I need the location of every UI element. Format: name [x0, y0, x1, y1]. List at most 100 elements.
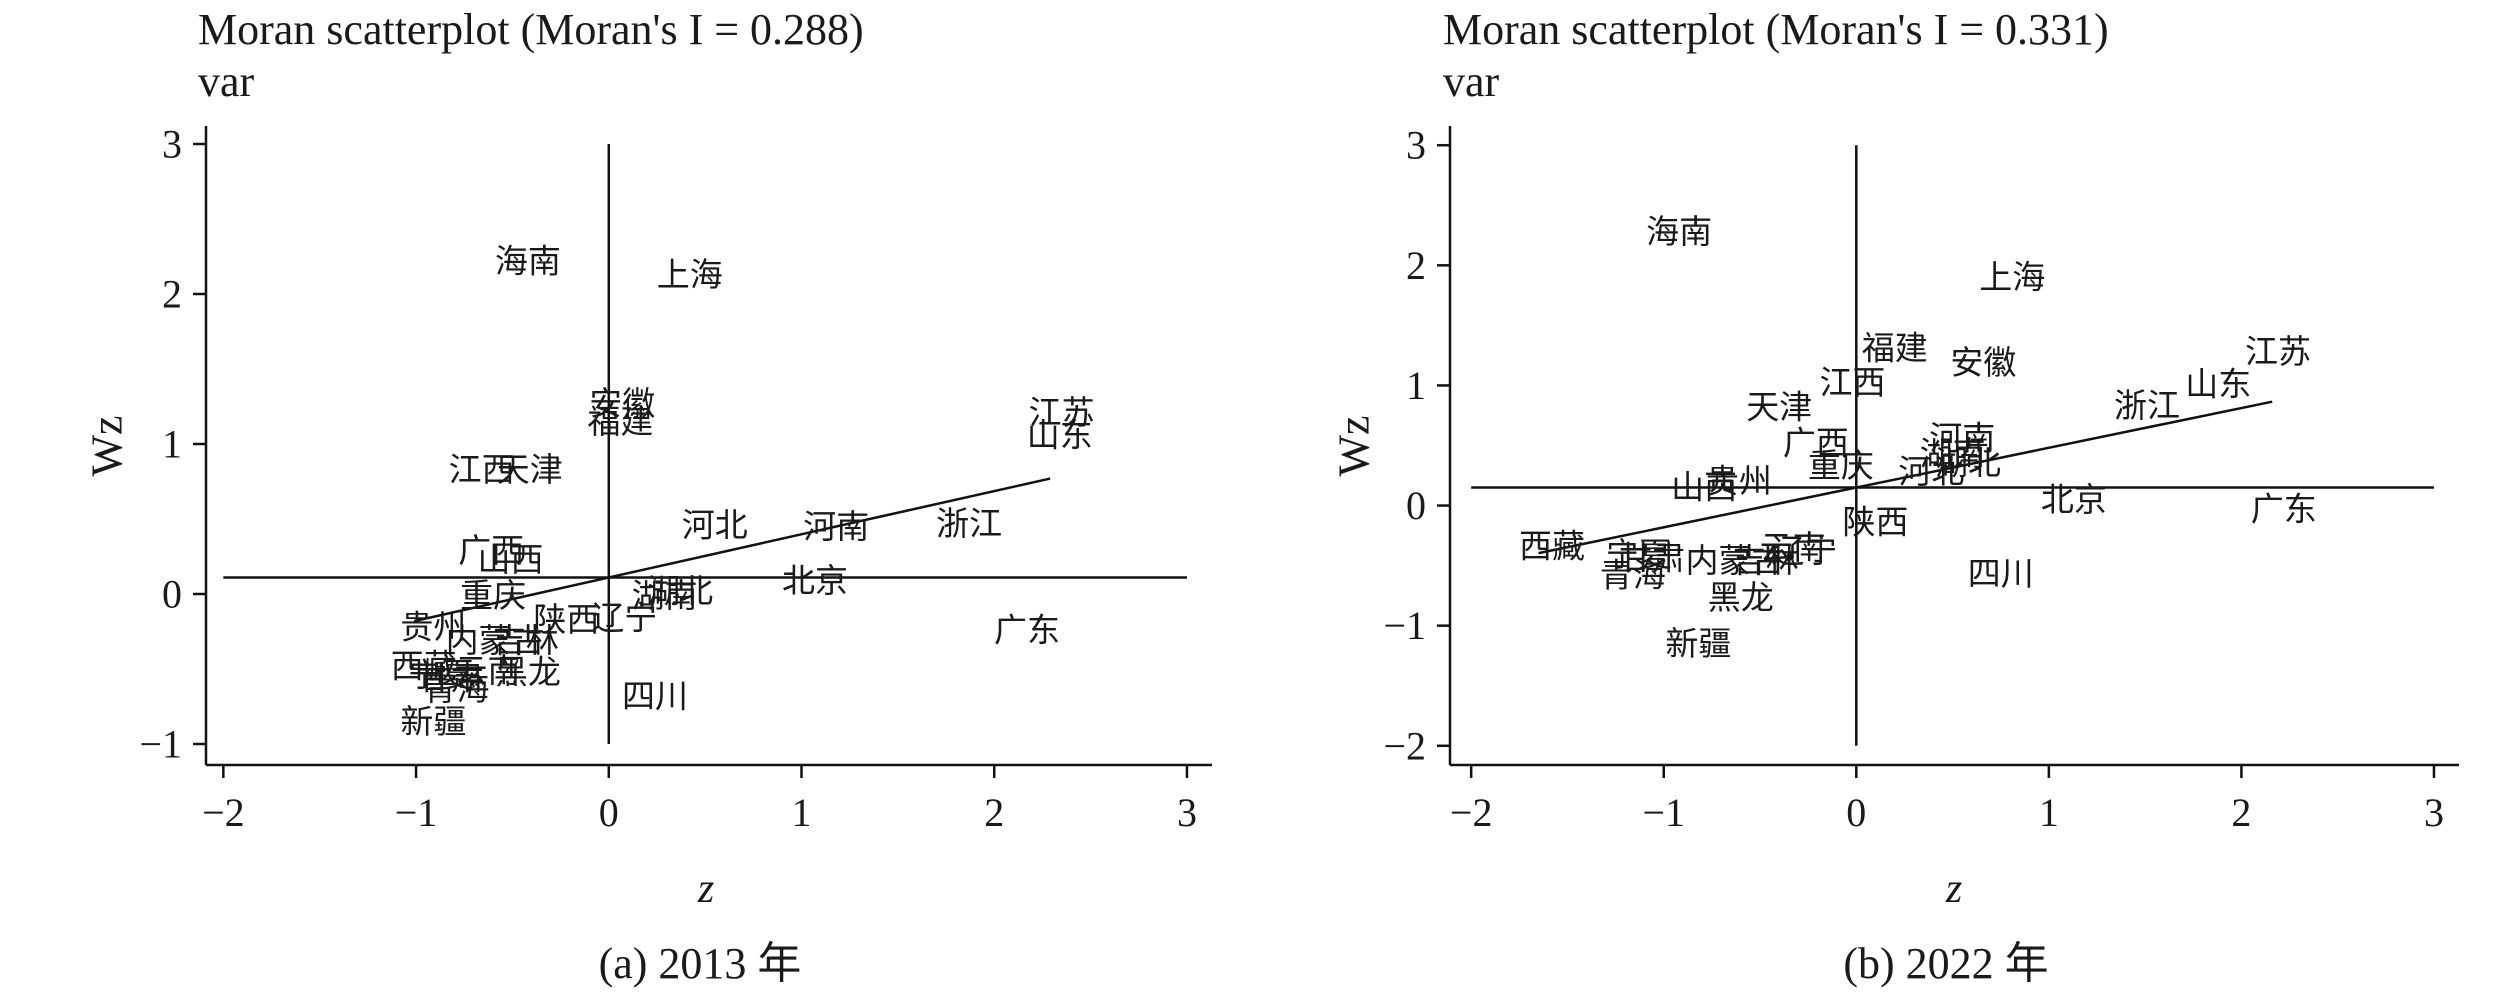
x-tick-label: 1 — [2039, 790, 2059, 835]
point-label: 云南 — [454, 653, 520, 690]
point-label: 河南 — [1929, 420, 1995, 457]
point-label: 西藏 — [391, 649, 457, 686]
point-label: 四川 — [1968, 557, 2034, 593]
point-label: 福建 — [587, 404, 653, 441]
point-label: 四川 — [622, 680, 688, 716]
point-label: 贵州 — [400, 610, 466, 647]
point-label: 黑龙 — [495, 655, 561, 692]
point-label: 内蒙古 — [1685, 543, 1784, 580]
point-label: 天津 — [497, 453, 563, 489]
y-axis-label: Wz — [83, 415, 132, 476]
x-tick-label: 0 — [1846, 790, 1866, 835]
point-label: 辽宁 — [591, 601, 657, 638]
point-label: 重庆 — [460, 578, 526, 615]
point-label: 江西 — [449, 453, 515, 489]
point-label: 湖北 — [647, 575, 713, 611]
chart-subtitle: var — [198, 57, 255, 106]
point-label: 江西 — [1819, 366, 1885, 402]
x-tick-label: −2 — [1450, 790, 1493, 835]
point-label: 北京 — [782, 563, 848, 600]
x-tick-label: 1 — [792, 790, 812, 835]
point-label: 宁夏 — [1606, 537, 1672, 574]
point-label: 河北 — [1898, 455, 1964, 491]
point-label: 广西 — [458, 533, 524, 570]
point-label: 安徽 — [1950, 345, 2016, 382]
point-label: 山西 — [1671, 471, 1737, 507]
point-label: 海南 — [1646, 214, 1712, 251]
y-axis-label: Wz — [1330, 415, 1379, 476]
point-label: 山东 — [1027, 418, 1093, 455]
point-label: 吉林 — [1733, 543, 1799, 580]
x-tick-label: 2 — [2231, 790, 2251, 835]
point-label: 青海 — [424, 671, 490, 708]
point-label: 安徽 — [589, 386, 655, 423]
chart-title: Moran scatterplot (Moran's I = 0.288) — [198, 5, 864, 54]
moran-scatterplot-panel-a: Moran scatterplot (Moran's I = 0.288) va… — [83, 5, 1212, 988]
point-label: 湖南 — [632, 578, 698, 615]
y-tick-label: 2 — [162, 272, 182, 317]
point-label: 广西 — [1783, 425, 1849, 462]
x-tick-label: 3 — [1177, 790, 1197, 835]
y-tick-label: 2 — [1406, 243, 1426, 288]
point-label: 广东 — [994, 613, 1060, 650]
y-tick-label: 0 — [1406, 483, 1426, 528]
chart-title: Moran scatterplot (Moran's I = 0.331) — [1443, 5, 2109, 54]
point-label: 青海 — [1600, 557, 1666, 594]
regression-fit-line — [1538, 400, 2273, 555]
y-tick-label: −2 — [1383, 723, 1426, 768]
panel-caption: (a) 2013 年 — [599, 939, 802, 988]
point-label: 甘肃 — [418, 662, 484, 698]
point-label: 黑龙 — [1708, 580, 1774, 617]
point-label: 新疆 — [400, 704, 466, 741]
x-axis-label: z — [1945, 866, 1962, 912]
point-label: 北京 — [2041, 482, 2107, 519]
y-tick-label: 3 — [1406, 123, 1426, 168]
x-tick-label: 0 — [599, 790, 619, 835]
point-label: 海南 — [495, 244, 561, 281]
y-tick-label: −1 — [1383, 603, 1426, 648]
y-tick-label: −1 — [139, 722, 182, 767]
point-label: 新疆 — [1665, 626, 1731, 663]
point-label: 陕西 — [1843, 506, 1909, 542]
point-label: 贵州 — [1706, 464, 1772, 501]
point-label: 湖南 — [1920, 436, 1986, 473]
point-label: 河南 — [803, 509, 869, 546]
point-label: 吉林 — [493, 623, 559, 660]
x-axis-label: z — [697, 866, 714, 912]
point-label: 辽宁 — [1771, 533, 1837, 570]
point-label: 重庆 — [1808, 448, 1874, 485]
point-label: 云南 — [1760, 530, 1826, 567]
point-label: 上海 — [657, 257, 723, 294]
point-label: 江苏 — [1029, 395, 1095, 432]
point-label: 上海 — [1979, 260, 2045, 297]
point-label: 陕西 — [533, 603, 599, 639]
panel-caption: (b) 2022 年 — [1843, 939, 2048, 988]
y-tick-label: 1 — [162, 422, 182, 467]
y-tick-label: 0 — [162, 572, 182, 617]
y-tick-label: 3 — [162, 122, 182, 167]
x-tick-label: −2 — [202, 790, 245, 835]
point-label: 湖北 — [1935, 447, 2001, 483]
x-tick-label: −1 — [1642, 790, 1685, 835]
point-label: 西藏 — [1519, 529, 1585, 566]
point-label: 宁夏 — [408, 658, 474, 695]
point-label: 天津 — [1746, 390, 1812, 426]
point-label: 山东 — [2185, 366, 2251, 403]
point-label: 甘肃 — [1619, 542, 1685, 578]
x-tick-label: 2 — [984, 790, 1004, 835]
point-label: 江苏 — [2245, 334, 2311, 371]
chart-subtitle: var — [1443, 57, 1500, 106]
moran-scatterplot-panel-b: Moran scatterplot (Moran's I = 0.331) va… — [1330, 5, 2459, 988]
point-label: 山西 — [477, 543, 543, 579]
point-label: 内蒙古 — [446, 623, 545, 660]
point-label: 福建 — [1862, 330, 1928, 367]
regression-fit-line — [413, 477, 1051, 623]
x-tick-label: 3 — [2424, 790, 2444, 835]
y-tick-label: 1 — [1406, 363, 1426, 408]
point-label: 广东 — [2251, 491, 2317, 528]
x-tick-label: −1 — [395, 790, 438, 835]
